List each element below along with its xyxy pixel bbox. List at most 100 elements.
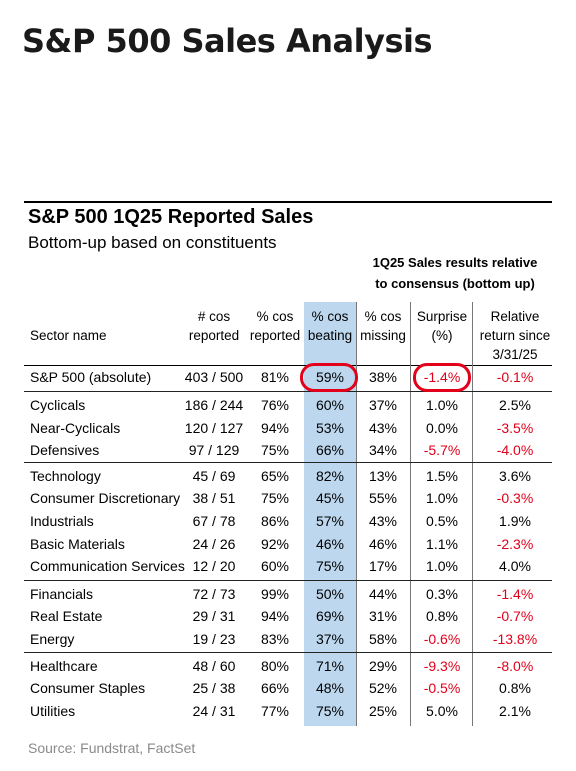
table-row: Utilities 24 / 31 77% 75% 25% 5.0% 2.1%	[0, 700, 576, 722]
cell-pct-reported: 81%	[260, 369, 290, 385]
col-header-pct-reported: % cos reported	[249, 309, 301, 343]
cell-name: Utilities	[30, 703, 76, 719]
table-row: Financials 72 / 73 99% 50% 44% 0.3% -1.4%	[0, 583, 576, 605]
group-header-line1: 1Q25 Sales results relative	[372, 255, 538, 270]
cell-pct-reported: 99%	[260, 586, 290, 602]
cell-pct-beating: 75%	[315, 558, 345, 574]
cell-name: Defensives	[30, 442, 100, 458]
table-row: Real Estate 29 / 31 94% 69% 31% 0.8% -0.7%	[0, 605, 576, 627]
cell-rel-return: 1.9%	[499, 513, 531, 529]
cell-pct-missing: 58%	[368, 631, 398, 647]
table-row: Consumer Staples 25 / 38 66% 48% 52% -0.5% 0.8…	[0, 677, 576, 699]
cell-name: Healthcare	[30, 658, 98, 674]
cell-rel-return: 3.6%	[499, 468, 531, 484]
col-separator	[410, 302, 411, 726]
group-rule	[24, 652, 552, 653]
cell-pct-beating: 82%	[315, 468, 345, 484]
cell-pct-reported: 94%	[260, 420, 290, 436]
table-row: Near-Cyclicals 120 / 127 94% 53% 43% 0.0% -3.5…	[0, 417, 576, 439]
table-row: Consumer Discretionary 38 / 51 75% 45% 55% 1.…	[0, 487, 576, 509]
cell-name: Consumer Discretionary	[30, 490, 181, 506]
cell-pct-reported: 75%	[260, 442, 290, 458]
cell-name: Consumer Staples	[30, 680, 146, 696]
cell-reported: 72 / 73	[192, 586, 236, 602]
cell-rel-return: -0.3%	[496, 490, 534, 506]
cell-surprise: -9.3%	[423, 658, 461, 674]
title-rule	[24, 201, 552, 203]
cell-name: Communication Services	[30, 558, 185, 574]
cell-reported: 24 / 31	[192, 703, 236, 719]
cell-pct-reported: 76%	[260, 397, 290, 413]
cell-pct-missing: 37%	[368, 397, 398, 413]
cell-reported: 403 / 500	[184, 369, 244, 385]
cell-surprise: -5.7%	[423, 442, 461, 458]
cell-pct-missing: 46%	[368, 536, 398, 552]
cell-pct-beating: 71%	[315, 658, 345, 674]
cell-rel-return: -0.1%	[496, 369, 534, 385]
cell-reported: 67 / 78	[192, 513, 236, 529]
col-separator	[356, 302, 357, 726]
table-row: Healthcare 48 / 60 80% 71% 29% -9.3% -8.0%	[0, 655, 576, 677]
cell-reported: 120 / 127	[184, 420, 244, 436]
cell-name: Industrials	[30, 513, 94, 529]
cell-surprise: -0.6%	[423, 631, 461, 647]
cell-pct-missing: 13%	[368, 468, 398, 484]
cell-reported: 19 / 23	[192, 631, 236, 647]
cell-pct-missing: 44%	[368, 586, 398, 602]
cell-surprise: 5.0%	[426, 703, 458, 719]
cell-pct-missing: 43%	[368, 420, 398, 436]
cell-pct-reported: 65%	[260, 468, 290, 484]
cell-surprise: 1.0%	[426, 558, 458, 574]
cell-pct-missing: 43%	[368, 513, 398, 529]
cell-pct-missing: 29%	[368, 658, 398, 674]
cell-name: Technology	[30, 468, 101, 484]
cell-rel-return: -1.4%	[496, 586, 534, 602]
cell-surprise: 0.5%	[426, 513, 458, 529]
table-title: S&P 500 1Q25 Reported Sales	[28, 206, 314, 228]
cell-surprise: 1.5%	[426, 468, 458, 484]
cell-pct-beating: 66%	[315, 442, 345, 458]
cell-surprise: 0.0%	[426, 420, 458, 436]
cell-pct-reported: 80%	[260, 658, 290, 674]
table-row: Technology 45 / 69 65% 82% 13% 1.5% 3.6%	[0, 465, 576, 487]
cell-surprise: 0.8%	[426, 608, 458, 624]
cell-rel-return: 0.8%	[499, 680, 531, 696]
cell-surprise: -1.4%	[423, 369, 461, 385]
cell-reported: 12 / 20	[192, 558, 236, 574]
cell-name: Real Estate	[30, 608, 103, 624]
cell-pct-beating: 53%	[315, 420, 345, 436]
cell-name: Basic Materials	[30, 536, 125, 552]
cell-pct-missing: 38%	[368, 369, 398, 385]
cell-reported: 24 / 26	[192, 536, 236, 552]
cell-surprise: 1.0%	[426, 490, 458, 506]
cell-reported: 48 / 60	[192, 658, 236, 674]
group-rule	[24, 580, 552, 581]
cell-rel-return: -13.8%	[492, 631, 538, 647]
cell-rel-return: -3.5%	[496, 420, 534, 436]
cell-pct-reported: 77%	[260, 703, 290, 719]
cell-pct-missing: 55%	[368, 490, 398, 506]
col-header-cos-reported: # cos reported	[188, 309, 240, 343]
cell-name: Near-Cyclicals	[30, 420, 121, 436]
cell-rel-return: -0.7%	[496, 608, 534, 624]
cell-pct-reported: 66%	[260, 680, 290, 696]
cell-pct-beating: 46%	[315, 536, 345, 552]
table-row: S&P 500 (absolute) 403 / 500 81% 59% 38% -1.4…	[0, 366, 576, 388]
cell-rel-return: -8.0%	[496, 658, 534, 674]
table-subtitle: Bottom-up based on constituents	[28, 233, 277, 252]
cell-reported: 97 / 129	[188, 442, 240, 458]
cell-reported: 25 / 38	[192, 680, 236, 696]
cell-reported: 45 / 69	[192, 468, 236, 484]
cell-pct-missing: 17%	[368, 558, 398, 574]
cell-pct-beating: 48%	[315, 680, 345, 696]
header-rule	[24, 365, 552, 366]
table-row: Basic Materials 24 / 26 92% 46% 46% 1.1% -2.3%	[0, 533, 576, 555]
group-header: 1Q25 Sales results relative to consensus…	[335, 252, 575, 294]
cell-pct-reported: 60%	[260, 558, 290, 574]
cell-surprise: -0.5%	[423, 680, 461, 696]
cell-reported: 186 / 244	[184, 397, 244, 413]
beating-circle-annotation	[300, 363, 358, 392]
cell-rel-return: -4.0%	[496, 442, 534, 458]
cell-rel-return: 2.1%	[499, 703, 531, 719]
cell-name: Cyclicals	[30, 397, 86, 413]
